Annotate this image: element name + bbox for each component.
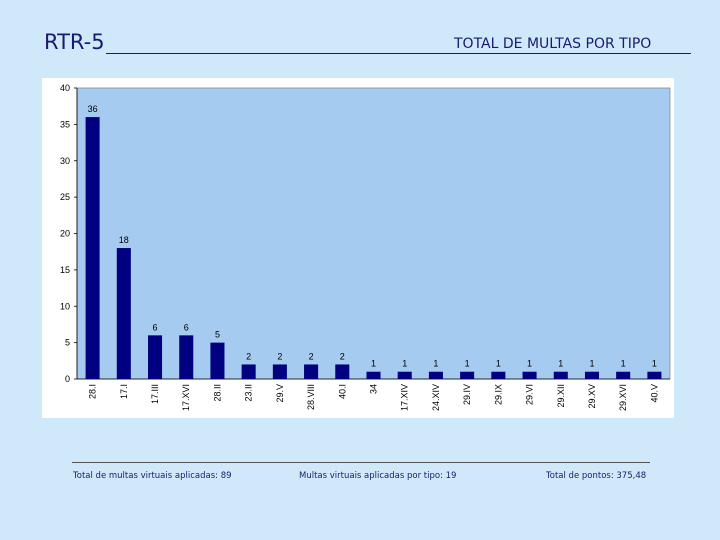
data-label: 1 bbox=[402, 359, 407, 369]
x-tick-label: 40.V bbox=[649, 384, 659, 403]
x-tick-label: 23.II bbox=[244, 384, 254, 402]
x-tick-label: 29.V bbox=[275, 384, 285, 403]
bar bbox=[460, 371, 475, 379]
data-label: 1 bbox=[558, 359, 563, 369]
data-label: 6 bbox=[153, 322, 158, 332]
x-tick-label: 40.I bbox=[337, 384, 347, 399]
data-label: 2 bbox=[340, 351, 345, 361]
header-underline bbox=[106, 53, 691, 54]
y-tick-label: 5 bbox=[65, 338, 70, 348]
x-tick-label: 28.II bbox=[212, 384, 222, 402]
y-tick-label: 35 bbox=[60, 119, 70, 129]
x-tick-label: 17.I bbox=[119, 384, 129, 399]
bar bbox=[428, 371, 443, 379]
data-label: 1 bbox=[621, 359, 626, 369]
bar bbox=[148, 335, 163, 379]
data-label: 1 bbox=[652, 359, 657, 369]
data-label: 36 bbox=[88, 104, 98, 114]
header: RTR-5 TOTAL DE MULTAS POR TIPO bbox=[44, 30, 694, 56]
data-label: 1 bbox=[589, 359, 594, 369]
bar bbox=[491, 371, 506, 379]
x-tick-label: 29.VI bbox=[525, 384, 535, 405]
bar bbox=[272, 364, 287, 379]
bar-chart: 05101520253035403628.I1817.I617.III617.X… bbox=[60, 83, 671, 411]
data-label: 2 bbox=[246, 351, 251, 361]
bar bbox=[647, 371, 662, 379]
bar bbox=[522, 371, 537, 379]
x-tick-label: 29.IV bbox=[462, 384, 472, 405]
bar bbox=[397, 371, 412, 379]
footer-multas-por-tipo: Multas virtuais aplicadas por tipo: 19 bbox=[299, 471, 457, 481]
data-label: 1 bbox=[496, 359, 501, 369]
data-label: 18 bbox=[119, 235, 129, 245]
data-label: 1 bbox=[465, 359, 470, 369]
y-tick-label: 25 bbox=[60, 192, 70, 202]
bar bbox=[304, 364, 319, 379]
footer-total-multas: Total de multas virtuais aplicadas: 89 bbox=[73, 471, 232, 481]
x-tick-label: 29.XV bbox=[587, 384, 597, 409]
data-label: 6 bbox=[184, 322, 189, 332]
data-label: 2 bbox=[277, 351, 282, 361]
bar bbox=[179, 335, 194, 379]
chart-title: TOTAL DE MULTAS POR TIPO bbox=[454, 36, 652, 52]
x-tick-label: 28.VIII bbox=[306, 384, 316, 410]
bar bbox=[241, 364, 256, 379]
y-tick-label: 30 bbox=[60, 156, 70, 166]
bar bbox=[553, 371, 568, 379]
slide-code: RTR-5 bbox=[44, 30, 105, 54]
x-tick-label: 29.IX bbox=[493, 384, 503, 405]
y-tick-label: 20 bbox=[60, 229, 70, 239]
x-tick-label: 24.XIV bbox=[431, 384, 441, 411]
data-label: 1 bbox=[371, 359, 376, 369]
bar bbox=[584, 371, 599, 379]
bar bbox=[210, 342, 225, 379]
data-label: 1 bbox=[433, 359, 438, 369]
data-label: 5 bbox=[215, 330, 220, 340]
bar bbox=[85, 117, 100, 379]
bar bbox=[335, 364, 350, 379]
footer-divider bbox=[72, 462, 650, 463]
x-tick-label: 17.XIV bbox=[400, 384, 410, 411]
y-tick-label: 15 bbox=[60, 265, 70, 275]
bar bbox=[116, 248, 131, 379]
x-tick-label: 17.III bbox=[150, 384, 160, 404]
y-tick-label: 0 bbox=[65, 374, 70, 384]
x-tick-label: 34 bbox=[369, 384, 379, 394]
bar bbox=[616, 371, 631, 379]
y-tick-label: 40 bbox=[60, 83, 70, 93]
chart-frame: 0 5 10 15 20 25 30 35 40 36 28.I 18 17.I 6 17.III 6 17.X… bbox=[42, 78, 674, 418]
bar bbox=[366, 371, 381, 379]
y-tick-label: 10 bbox=[60, 301, 70, 311]
x-tick-label: 29.XII bbox=[556, 384, 566, 408]
x-tick-label: 29.XVI bbox=[618, 384, 628, 411]
footer-total-pontos: Total de pontos: 375,48 bbox=[546, 471, 647, 481]
x-tick-label: 17.XVI bbox=[181, 384, 191, 411]
data-label: 1 bbox=[527, 359, 532, 369]
data-label: 2 bbox=[309, 351, 314, 361]
plot-area bbox=[76, 87, 671, 380]
x-tick-label: 28.I bbox=[88, 384, 98, 399]
